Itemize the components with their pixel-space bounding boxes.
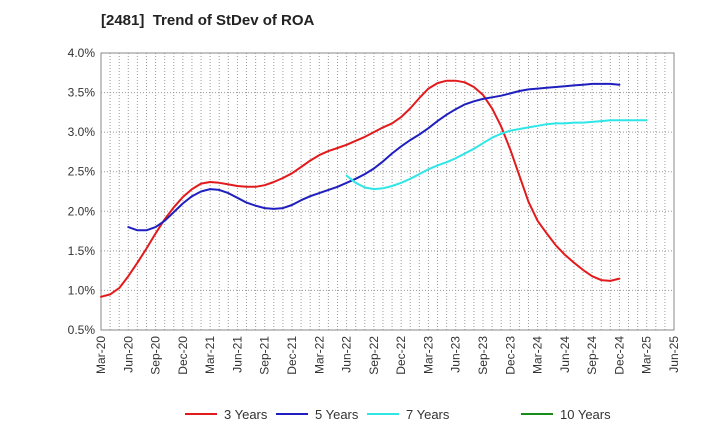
- x-tick-label: Sep-22: [367, 336, 381, 375]
- x-tick-label: Jun-20: [121, 336, 135, 373]
- x-tick-label: Sep-24: [585, 336, 599, 375]
- series-line-5-years: [127, 82, 621, 232]
- series-line-7-years: [345, 119, 648, 191]
- x-tick-label: Sep-23: [476, 336, 490, 375]
- legend-label-10-years: 10 Years: [560, 407, 611, 422]
- x-tick-label: Jun-22: [340, 336, 354, 373]
- y-tick-label: 1.0%: [68, 283, 96, 297]
- y-tick-label: 2.5%: [68, 165, 96, 179]
- x-tick-label: Mar-22: [312, 336, 326, 374]
- x-tick-label: Dec-22: [394, 336, 408, 375]
- x-tick-label: Mar-25: [640, 336, 654, 374]
- y-tick-label: 2.0%: [68, 204, 96, 218]
- x-tick-label: Dec-21: [285, 336, 299, 375]
- legend-label-5-years: 5 Years: [315, 407, 359, 422]
- series-line-3-years: [100, 79, 621, 298]
- x-tick-label: Jun-25: [667, 336, 681, 373]
- legend: 3 Years 5 Years 7 Years 10 Years: [185, 407, 611, 422]
- grid-layer: [101, 52, 674, 331]
- x-tick-label: Dec-23: [503, 336, 517, 375]
- x-tick-label: Sep-20: [149, 336, 163, 375]
- plot-border: [100, 52, 675, 331]
- x-tick-label: Mar-21: [203, 336, 217, 374]
- y-tick-label: 1.5%: [68, 244, 96, 258]
- x-tick-label: Jun-21: [230, 336, 244, 373]
- y-tick-label: 0.5%: [68, 323, 96, 337]
- x-tick-label: Dec-20: [176, 336, 190, 375]
- y-tick-label: 3.5%: [68, 86, 96, 100]
- chart-title: [2481] Trend of StDev of ROA: [101, 12, 315, 29]
- y-tick-label: 3.0%: [68, 125, 96, 139]
- x-tick-label: Jun-24: [558, 336, 572, 373]
- x-tick-label: Sep-21: [258, 336, 272, 375]
- x-tick-label: Mar-24: [531, 336, 545, 374]
- x-tick-label: Jun-23: [449, 336, 463, 373]
- axis-layer: 0.5% 1.0% 1.5% 2.0% 2.5% 3.0% 3.5% 4.0% Mar-20 Ju…: [68, 46, 681, 375]
- x-tick-label: Mar-23: [421, 336, 435, 374]
- legend-label-7-years: 7 Years: [406, 407, 450, 422]
- legend-label-3-years: 3 Years: [224, 407, 268, 422]
- plot-area: [101, 53, 674, 330]
- y-tick-label: 4.0%: [68, 46, 96, 60]
- x-tick-label: Mar-20: [94, 336, 108, 374]
- series-layer: [100, 79, 648, 298]
- x-tick-label: Dec-24: [612, 336, 626, 375]
